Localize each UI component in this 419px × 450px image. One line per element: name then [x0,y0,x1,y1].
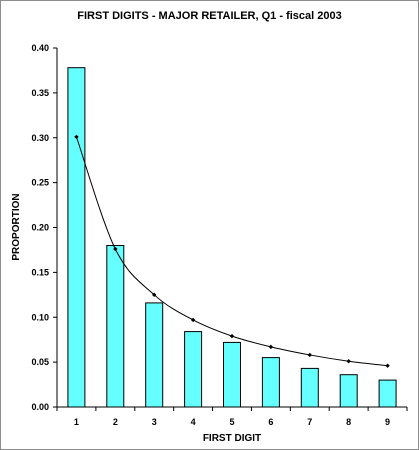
expected-marker-digit-7 [307,352,312,358]
x-tick-label: 2 [113,417,118,427]
x-tick-label: 6 [268,417,273,427]
bar-digit-8 [339,374,358,408]
expected-marker-digit-3 [152,292,157,298]
y-tick-label: 0.30 [31,133,49,143]
expected-marker-digit-8 [346,359,351,364]
bar-digit-7 [300,367,319,408]
expected-marker-digit-6 [268,344,274,350]
y-tick-label: 0.15 [31,267,49,277]
expected-marker-digit-4 [190,317,196,323]
y-tick-label: 0.25 [31,178,49,188]
axes: 0.00 0.05 0.10 0.15 0.20 0.25 0.30 0.35 0.40 1 2 3 4… [31,43,408,427]
x-tick-label: 3 [152,417,157,427]
y-tick-label: 0.20 [31,223,49,233]
bars [67,67,397,408]
chart-title: FIRST DIGITS - MAJOR RETAILER, Q1 - fisc… [77,10,342,22]
y-tick-label: 0.10 [31,312,49,322]
y-axis-label: PROPORTION [11,193,22,260]
x-tick-label: 7 [307,417,312,427]
x-tick-label: 4 [191,417,196,427]
x-axis-label: FIRST DIGIT [203,433,261,444]
expected-line [74,134,390,368]
expected-marker-digit-9 [385,363,390,368]
bar-digit-9 [378,379,397,408]
y-tick-label: 0.00 [31,402,49,412]
expected-marker-digit-5 [229,333,235,339]
x-tick-label: 8 [346,417,351,427]
bar-digit-4 [184,331,203,408]
x-tick-label: 9 [385,417,390,427]
bar-digit-1 [67,67,86,408]
bar-digit-6 [261,357,280,408]
expected-marker-digit-2 [113,246,118,252]
bar-digit-3 [145,302,164,408]
expected-marker-digit-1 [74,134,79,140]
y-tick-label: 0.35 [31,88,49,98]
bar-digit-2 [106,245,125,408]
x-tick-label: 5 [229,417,234,427]
x-tick-label: 1 [74,417,79,427]
y-tick-label: 0.05 [31,357,49,367]
y-tick-label: 0.40 [31,43,49,53]
bar-digit-5 [223,341,241,408]
